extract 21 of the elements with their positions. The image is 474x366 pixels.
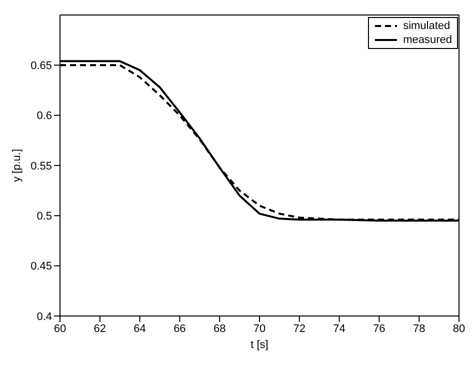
x-tick-label: 76 [373, 322, 386, 335]
x-tick-label: 80 [452, 322, 466, 335]
y-tick-label: 0.6 [36, 110, 52, 122]
legend-label: measured [403, 33, 452, 47]
y-tick-label: 0.45 [30, 260, 52, 273]
y-tick-label: 0.65 [30, 60, 52, 72]
x-tick-label: 62 [94, 322, 106, 335]
x-tick-label: 78 [412, 322, 426, 335]
x-tick-label: 74 [333, 322, 346, 335]
x-tick-label: 70 [253, 322, 266, 335]
x-tick-label: 64 [134, 322, 146, 335]
x-axis-title: t [s] [250, 339, 268, 351]
x-tick-label: 68 [213, 322, 226, 335]
y-axis-title: y [p.u.] [10, 148, 23, 182]
x-tick-label: 60 [54, 322, 66, 335]
y-tick-label: 0.5 [36, 210, 52, 223]
x-tick-label: 72 [293, 322, 306, 335]
x-tick-label: 66 [174, 322, 186, 335]
y-tick-label: 0.4 [36, 310, 52, 323]
legend-label: simulated [403, 19, 450, 33]
y-tick-label: 0.55 [30, 160, 52, 172]
